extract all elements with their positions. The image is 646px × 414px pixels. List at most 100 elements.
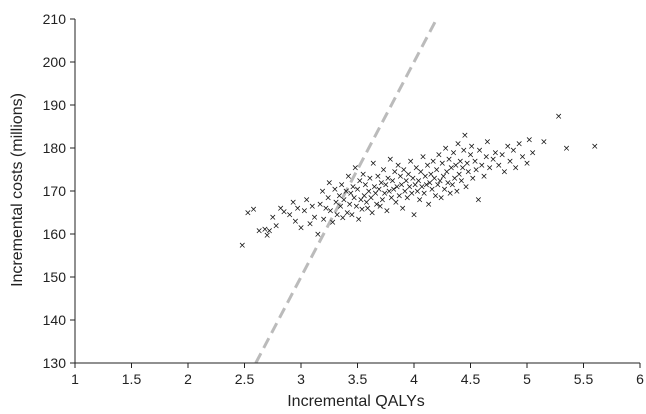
data-point: × bbox=[255, 227, 263, 237]
data-point: × bbox=[464, 168, 472, 178]
data-point: × bbox=[409, 174, 417, 184]
data-point: × bbox=[452, 161, 460, 171]
data-point: × bbox=[397, 172, 405, 182]
data-point: × bbox=[393, 183, 401, 193]
data-point: × bbox=[415, 176, 423, 186]
y-tick-label: 200 bbox=[43, 54, 67, 70]
data-point: × bbox=[244, 209, 252, 219]
data-point: × bbox=[495, 161, 503, 171]
data-point: × bbox=[472, 166, 480, 176]
data-point: × bbox=[476, 146, 484, 156]
data-point: × bbox=[416, 196, 424, 206]
data-point: × bbox=[486, 163, 494, 173]
data-point: × bbox=[461, 131, 469, 141]
data-point: × bbox=[450, 148, 458, 158]
data-point: × bbox=[484, 138, 492, 148]
data-point: × bbox=[460, 146, 468, 156]
x-tick-label: 4 bbox=[410, 371, 418, 387]
data-point: × bbox=[314, 230, 322, 240]
data-point: × bbox=[540, 138, 548, 148]
data-point: × bbox=[515, 140, 523, 150]
data-point: × bbox=[250, 205, 258, 215]
data-point: × bbox=[483, 153, 491, 163]
data-point: × bbox=[277, 204, 285, 214]
data-point: × bbox=[462, 183, 470, 193]
data-point: × bbox=[325, 178, 333, 188]
data-point: × bbox=[414, 187, 422, 197]
data-point: × bbox=[344, 209, 352, 219]
data-point: × bbox=[498, 150, 506, 160]
data-point: × bbox=[398, 181, 406, 191]
data-point: × bbox=[467, 150, 475, 160]
data-point: × bbox=[529, 148, 537, 158]
data-point: × bbox=[455, 170, 463, 180]
y-tick-label: 210 bbox=[43, 11, 67, 27]
data-point: × bbox=[420, 189, 428, 199]
data-point: × bbox=[434, 181, 442, 191]
data-point: × bbox=[394, 161, 402, 171]
data-point: × bbox=[319, 187, 327, 197]
data-point: × bbox=[458, 176, 466, 186]
data-point: × bbox=[339, 214, 347, 224]
data-point: × bbox=[364, 204, 372, 214]
data-point: × bbox=[338, 181, 346, 191]
y-tick-label: 160 bbox=[43, 226, 67, 242]
data-point: × bbox=[451, 174, 459, 184]
y-axis-title: Incremental costs (millions) bbox=[9, 93, 26, 287]
data-point: × bbox=[435, 150, 443, 160]
data-point: × bbox=[322, 204, 330, 214]
data-point: × bbox=[382, 181, 390, 191]
data-point: × bbox=[419, 153, 427, 163]
data-point: × bbox=[289, 198, 297, 208]
data-point: × bbox=[433, 166, 441, 176]
data-point: × bbox=[357, 196, 365, 206]
data-point: × bbox=[405, 170, 413, 180]
data-point: × bbox=[327, 206, 335, 216]
data-point: × bbox=[358, 205, 366, 215]
data-point: × bbox=[422, 172, 430, 182]
x-tick-label: 5 bbox=[523, 371, 531, 387]
x-tick-label: 4.5 bbox=[461, 371, 481, 387]
data-point: × bbox=[478, 161, 486, 171]
data-point: × bbox=[365, 187, 373, 197]
data-point: × bbox=[286, 211, 294, 221]
data-point: × bbox=[367, 193, 375, 203]
data-point: × bbox=[402, 176, 410, 186]
data-point: × bbox=[501, 168, 509, 178]
x-tick-label: 2.5 bbox=[235, 371, 255, 387]
data-point: × bbox=[306, 219, 314, 229]
data-point: × bbox=[346, 200, 354, 210]
data-point: × bbox=[519, 153, 527, 163]
data-point: × bbox=[444, 178, 452, 188]
data-point: × bbox=[418, 183, 426, 193]
data-point: × bbox=[292, 217, 300, 227]
data-point: × bbox=[303, 196, 311, 206]
data-point: × bbox=[506, 157, 514, 167]
data-point: × bbox=[480, 172, 488, 182]
data-point: × bbox=[427, 170, 435, 180]
data-point: × bbox=[459, 163, 467, 173]
data-point: × bbox=[504, 142, 512, 152]
data-point: × bbox=[390, 185, 398, 195]
x-tick-label: 1.5 bbox=[122, 371, 142, 387]
data-point: × bbox=[448, 163, 456, 173]
data-point: × bbox=[373, 200, 381, 210]
x-axis-title: Incremental QALYs bbox=[287, 393, 425, 410]
y-tick-label: 180 bbox=[43, 140, 67, 156]
data-point: × bbox=[510, 146, 518, 156]
reference-line bbox=[254, 18, 438, 364]
data-point: × bbox=[441, 185, 449, 195]
data-point: × bbox=[432, 191, 440, 201]
data-point: × bbox=[269, 213, 277, 223]
x-tick-label: 3.5 bbox=[348, 371, 368, 387]
data-point: × bbox=[350, 193, 358, 203]
data-point: × bbox=[347, 189, 355, 199]
x-axis-ticks: 1 1.5 2 2.5 3 3.5 4 4.5 5 5.5 6 bbox=[71, 363, 644, 387]
y-axis-ticks: 130 140 150 160 170 180 190 200 210 bbox=[43, 11, 75, 371]
x-tick-label: 2 bbox=[184, 371, 192, 387]
y-tick-label: 150 bbox=[43, 269, 67, 285]
data-point: × bbox=[454, 140, 462, 150]
data-point: × bbox=[425, 200, 433, 210]
data-point: × bbox=[294, 204, 302, 214]
x-tick-label: 3 bbox=[297, 371, 305, 387]
